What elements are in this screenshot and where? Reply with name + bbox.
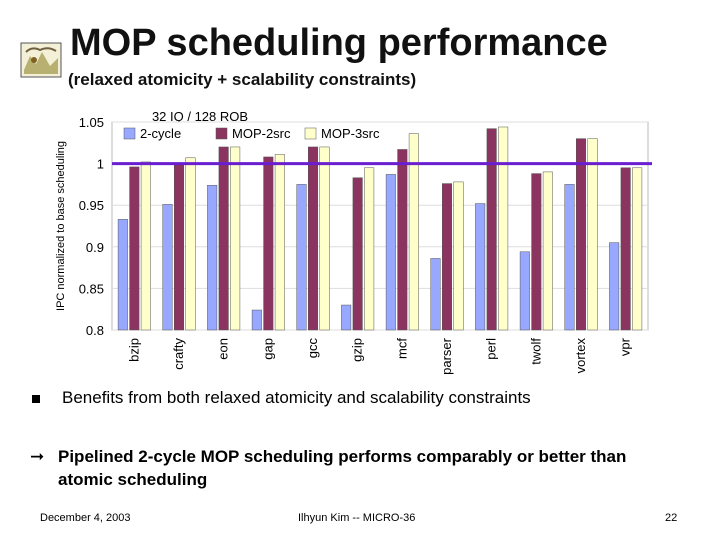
legend-label: MOP-2src [232, 126, 291, 141]
footer-author: Ilhyun Kim -- MICRO-36 [298, 512, 416, 524]
legend-swatch-2-cycle [123, 127, 136, 140]
bar-2-cycle-crafty [162, 204, 173, 331]
bar-MOP-2src-eon [218, 146, 229, 331]
bar-MOP-2src-bzip [129, 166, 140, 331]
bar-MOP-2src-vpr [620, 167, 631, 331]
legend-label: 2-cycle [140, 126, 181, 141]
y-tick-label: 0.8 [86, 323, 104, 338]
bar-MOP-3src-gzip [364, 167, 375, 331]
x-tick-labels: bzip crafty eon gap gcc gzip mcf parser perl twol… [126, 337, 632, 375]
bar-MOP-3src-bzip [140, 161, 151, 331]
bar-MOP-2src-twolf [531, 173, 542, 331]
x-tick-label: eon [216, 338, 231, 360]
bullet-square-icon [32, 394, 40, 403]
chart: 32 IQ / 128 ROB 0.8 0.85 0.9 0.95 1 1.05 bzip… [55, 109, 652, 375]
y-tick-label: 1.05 [79, 115, 104, 130]
footer-page-number: 22 [665, 512, 678, 524]
bar-MOP-3src-parser [453, 181, 464, 331]
bar-2-cycle-gap [251, 309, 262, 331]
bars [117, 126, 643, 331]
bar-2-cycle-parser [430, 258, 441, 331]
x-tick-label: parser [439, 337, 454, 375]
x-tick-label: gcc [305, 338, 320, 359]
bar-2-cycle-twolf [519, 251, 530, 331]
legend-label: MOP-3src [321, 126, 380, 141]
x-tick-label: twolf [528, 338, 543, 365]
y-tick-labels: 0.8 0.85 0.9 0.95 1 1.05 [79, 115, 104, 338]
bullet-conclusion: ➞ Pipelined 2-cycle MOP scheduling perfor… [30, 445, 670, 491]
bar-2-cycle-gzip [341, 304, 352, 331]
footer-date: December 4, 2003 [40, 512, 131, 524]
x-tick-label: bzip [126, 338, 141, 362]
slide-subtitle: (relaxed atomicity + scalability constra… [68, 70, 417, 89]
bar-MOP-2src-vortex [576, 138, 586, 331]
bar-2-cycle-perl [475, 203, 486, 331]
bar-MOP-3src-eon [230, 146, 241, 331]
bar-MOP-3src-mcf [408, 133, 419, 331]
legend-swatch-MOP-3src [304, 127, 317, 140]
bullet-benefits: Benefits from both relaxed atomicity and… [32, 388, 531, 408]
bar-MOP-2src-mcf [397, 149, 408, 331]
bar-MOP-3src-perl [498, 126, 509, 331]
x-tick-label: vortex [573, 338, 588, 374]
y-tick-label: 0.9 [86, 240, 104, 255]
arrow-right-icon: ➞ [30, 447, 45, 466]
legend: 2-cycle MOP-2src MOP-3src [123, 126, 380, 141]
bar-2-cycle-eon [207, 184, 218, 331]
bar-MOP-3src-vortex [587, 138, 598, 331]
x-tick-label: perl [484, 338, 499, 360]
y-tick-label: 0.85 [79, 281, 104, 296]
bar-2-cycle-mcf [385, 174, 396, 331]
bar-MOP-2src-crafty [174, 163, 184, 331]
bar-2-cycle-vortex [564, 184, 575, 331]
bar-MOP-2src-gcc [308, 146, 318, 331]
y-axis-label: IPC normalized to base scheduling [55, 141, 67, 311]
plot-area [111, 121, 649, 331]
x-tick-label: vpr [618, 337, 633, 356]
x-tick-label: mcf [394, 338, 409, 359]
bullet-benefits-text: Benefits from both relaxed atomicity and… [62, 388, 531, 407]
chart-title: 32 IQ / 128 ROB [152, 109, 248, 124]
bar-MOP-2src-gap [263, 156, 274, 331]
y-tick-label: 0.95 [79, 198, 104, 213]
bar-MOP-3src-crafty [185, 157, 196, 331]
x-tick-label: gap [260, 338, 275, 360]
bar-2-cycle-bzip [117, 219, 128, 331]
bar-MOP-2src-gzip [352, 177, 363, 331]
bar-2-cycle-gcc [296, 184, 307, 331]
x-tick-label: gzip [350, 338, 365, 362]
bar-MOP-3src-gap [274, 154, 285, 331]
bar-MOP-2src-parser [442, 183, 452, 331]
bar-2-cycle-vpr [609, 242, 620, 331]
slide-title: MOP scheduling performance [70, 22, 608, 64]
bar-MOP-2src-perl [486, 128, 497, 331]
y-tick-label: 1 [97, 157, 104, 172]
bar-MOP-3src-gcc [319, 146, 330, 331]
bar-MOP-3src-twolf [542, 171, 553, 331]
logo-image [20, 42, 62, 78]
bar-MOP-3src-vpr [632, 167, 643, 331]
bullet-conclusion-text: Pipelined 2-cycle MOP scheduling perform… [58, 447, 627, 489]
x-tick-label: crafty [171, 338, 186, 370]
legend-swatch-MOP-2src [215, 127, 228, 140]
